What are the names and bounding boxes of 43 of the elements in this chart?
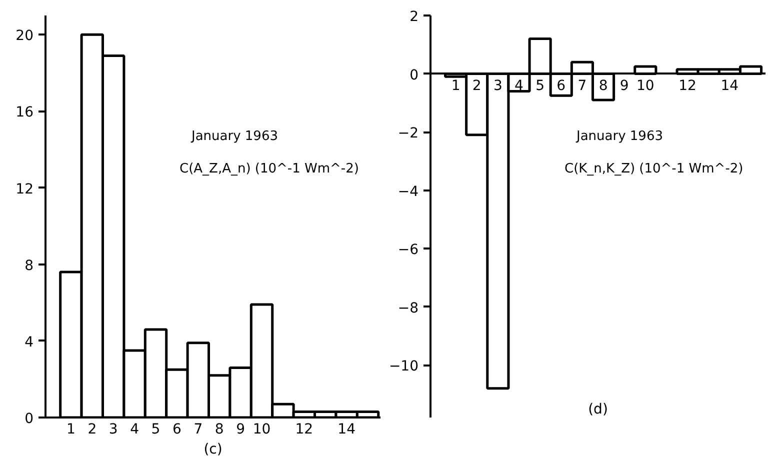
annotation: C(A_Z,A_n) (10^-1 Wm^-2) xyxy=(180,161,359,176)
x-tick-label: 6 xyxy=(556,78,566,94)
x-tick-label: 10 xyxy=(636,78,654,94)
x-tick-label: 7 xyxy=(578,78,587,94)
x-tick-label: 7 xyxy=(194,422,203,438)
x-tick-label: 6 xyxy=(172,422,182,438)
y-tick-label: 0 xyxy=(24,411,34,427)
x-axis-title: (d) xyxy=(588,402,608,418)
y-tick-label: 12 xyxy=(16,181,34,198)
y-tick-label: −2 xyxy=(398,126,419,142)
x-tick-label: 14 xyxy=(720,78,739,94)
y-tick-label: −4 xyxy=(398,184,419,200)
annotation: C(K_n,K_Z) (10^-1 Wm^-2) xyxy=(564,161,744,176)
y-tick-label: −6 xyxy=(398,242,419,258)
x-tick-label: 2 xyxy=(88,422,97,438)
x-tick-label: 2 xyxy=(472,78,482,94)
x-tick-label: 9 xyxy=(236,422,246,438)
x-tick-label: 10 xyxy=(252,422,271,438)
y-tick-label: −8 xyxy=(398,300,419,316)
x-tick-label: 1 xyxy=(451,78,460,94)
y-tick-label: 20 xyxy=(16,28,34,44)
x-tick-label: 14 xyxy=(338,422,356,438)
x-tick-label: 1 xyxy=(66,422,76,438)
x-tick-label: 8 xyxy=(598,78,608,94)
x-tick-label: 8 xyxy=(214,422,224,438)
x-tick-label: 4 xyxy=(514,78,524,94)
x-tick-label: 4 xyxy=(130,422,140,438)
x-tick-label: 5 xyxy=(151,422,160,438)
annotation: January 1963 xyxy=(190,129,278,144)
y-tick-label: 4 xyxy=(24,334,34,350)
annotation: January 1963 xyxy=(576,129,663,144)
x-axis-title: (c) xyxy=(204,442,222,458)
x-tick-label: 5 xyxy=(536,78,545,94)
x-tick-label: 12 xyxy=(295,422,314,438)
y-tick-label: 0 xyxy=(410,67,419,84)
x-tick-label: 3 xyxy=(108,422,118,438)
x-tick-label: 3 xyxy=(493,78,502,94)
y-tick-label: 8 xyxy=(24,258,34,274)
x-tick-label: 12 xyxy=(678,78,696,94)
y-tick-label: −10 xyxy=(388,358,418,375)
y-tick-label: 16 xyxy=(16,104,34,121)
x-tick-label: 9 xyxy=(620,78,629,94)
y-tick-label: 2 xyxy=(410,9,419,25)
